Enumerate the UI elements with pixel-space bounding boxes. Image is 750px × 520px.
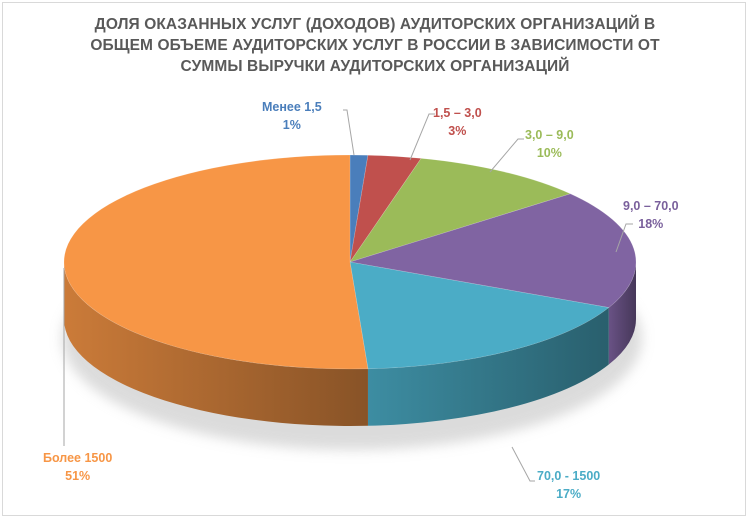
slice-side-5 xyxy=(64,262,368,426)
slice-side-3 xyxy=(608,262,636,365)
data-label-9-0-70-0: 9,0 – 70,0 18% xyxy=(623,199,679,231)
chart-title-line-1: ДОЛЯ ОКАЗАННЫХ УСЛУГ (ДОХОДОВ) АУДИТОРСК… xyxy=(94,16,656,33)
data-label-menee-1-5: Менее 1,5 1% xyxy=(262,100,322,132)
slice-1,5 – 3,0[interactable] xyxy=(349,154,422,263)
leader-line-2 xyxy=(489,138,524,173)
slice-70,0 - 1500[interactable] xyxy=(349,261,610,370)
leader-line-3 xyxy=(615,223,633,253)
chart-title-line-2: ОБЩЕМ ОБЪЕМЕ АУДИТОРСКИХ УСЛУГ В РОССИИ … xyxy=(90,37,660,54)
chart-title: ДОЛЯ ОКАЗАННЫХ УСЛУГ (ДОХОДОВ) АУДИТОРСК… xyxy=(0,14,750,77)
data-label-70-0-1500: 70,0 - 1500 17% xyxy=(537,469,601,501)
slice-side-4 xyxy=(367,307,609,426)
pie-slices xyxy=(63,154,637,370)
chart-title-line-3: СУММЫ ВЫРУЧКИ АУДИТОРСКИХ ОРГАНИЗАЦИЙ xyxy=(180,58,570,75)
pie-sides xyxy=(64,262,636,426)
slice-9,0 – 70,0[interactable] xyxy=(349,193,637,308)
data-label-3-0-9-0: 3,0 – 9,0 10% xyxy=(525,128,574,160)
data-label-1-5-3-0: 1,5 – 3,0 3% xyxy=(433,106,482,138)
slice-Менее 1,5[interactable] xyxy=(349,154,369,263)
leader-line-0 xyxy=(343,109,355,156)
leader-lines xyxy=(63,109,633,482)
data-label-bolee-1500: Более 1500 51% xyxy=(43,451,113,483)
leader-line-4 xyxy=(511,446,535,482)
slice-3,0 – 9,0[interactable] xyxy=(349,158,572,263)
leader-line-1 xyxy=(409,113,435,161)
slice-Более 1500[interactable] xyxy=(63,154,369,370)
